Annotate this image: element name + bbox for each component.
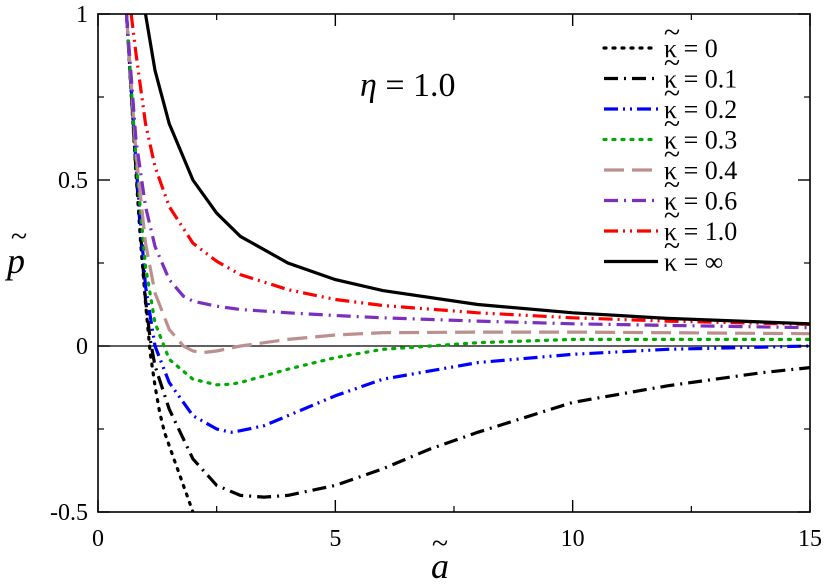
y-axis-label: p	[4, 241, 25, 281]
series-line-1	[124, 14, 810, 499]
legend-entry-7: ~κ = ∞	[604, 230, 723, 277]
legend-label: κ = 0.4	[664, 156, 737, 185]
legend-tilde: ~	[664, 77, 680, 110]
legend-entry-3: ~κ = 0.3	[602, 108, 737, 155]
legend-entry-2: ~κ = 0.2	[604, 77, 737, 124]
legend: ~κ = 0~κ = 0.1~κ = 0.2~κ = 0.3~κ = 0.4~κ…	[602, 16, 737, 277]
x-axis-label-tilde: ~	[432, 527, 448, 560]
legend-tilde: ~	[664, 230, 680, 263]
eta-value: = 1.0	[377, 67, 456, 104]
series-line-3	[124, 14, 810, 387]
legend-tilde: ~	[664, 47, 680, 80]
legend-label: κ = 0	[664, 34, 718, 63]
legend-tilde: ~	[664, 108, 680, 141]
x-axis-label: a	[431, 546, 449, 585]
x-tick-label: 0	[92, 526, 104, 552]
legend-entry-5: ~κ = 0.6	[604, 169, 737, 216]
legend-tilde: ~	[664, 199, 680, 232]
legend-label: κ = 0.3	[664, 126, 737, 155]
eta-symbol: η	[360, 67, 377, 104]
series-line-4	[124, 14, 810, 355]
y-tick-label: -0.5	[50, 500, 88, 526]
legend-entry-1: ~κ = 0.1	[604, 47, 737, 94]
series-line-5	[124, 14, 810, 330]
legend-entry-0: ~κ = 0	[602, 16, 718, 63]
y-axis-label-tilde: ~	[11, 220, 27, 253]
legend-entry-6: ~κ = 1.0	[604, 199, 737, 246]
legend-label: κ = 0.6	[664, 187, 737, 216]
x-tick-label: 10	[561, 526, 585, 552]
legend-label: κ = ∞	[664, 248, 723, 277]
x-tick-label: 5	[329, 526, 341, 552]
y-axis-label-group: p ~	[4, 220, 27, 281]
plot-area: 0 5 10 15-0.500.51	[50, 2, 822, 552]
legend-entry-4: ~κ = 0.4	[604, 138, 737, 185]
x-axis-label-group: a ~	[431, 527, 449, 585]
series-line-2	[124, 14, 810, 434]
y-tick-label: 0.5	[58, 168, 88, 194]
legend-tilde: ~	[664, 169, 680, 202]
series-layer	[124, 14, 810, 512]
x-tick-label: 15	[798, 526, 822, 552]
legend-label: κ = 0.1	[664, 65, 737, 94]
y-tick-label: 0	[76, 334, 88, 360]
legend-label: κ = 0.2	[664, 95, 737, 124]
legend-label: κ = 1.0	[664, 217, 737, 246]
ticks-layer: 0 5 10 15-0.500.51	[50, 2, 822, 552]
series-line-7	[143, 14, 810, 326]
series-line-6	[129, 14, 810, 326]
legend-tilde: ~	[664, 16, 680, 49]
y-tick-label: 1	[76, 2, 88, 28]
eta-annotation: η = 1.0	[360, 67, 456, 104]
legend-tilde: ~	[664, 138, 680, 171]
